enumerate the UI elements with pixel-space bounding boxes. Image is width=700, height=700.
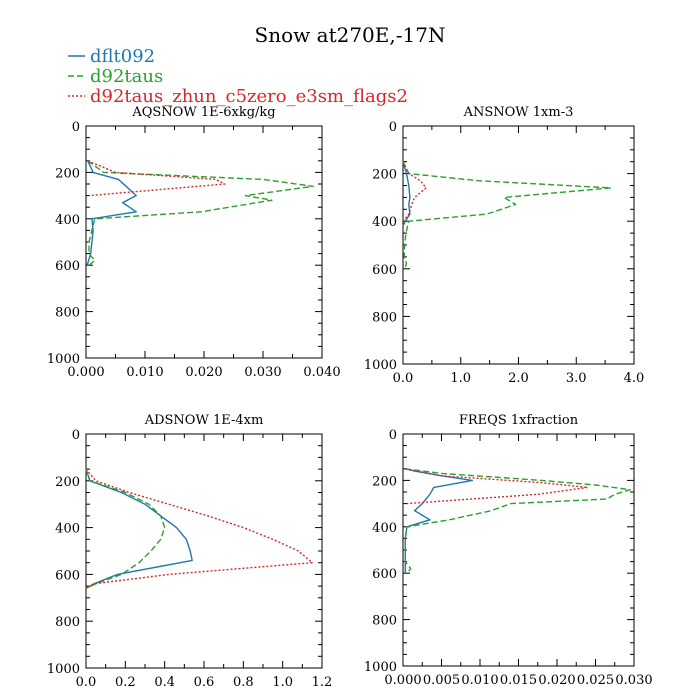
x-tick-label: 0.005: [423, 673, 460, 688]
x-tick-label: 0.8: [233, 675, 254, 690]
x-tick-label: 0.4: [154, 675, 175, 690]
x-tick-label: 0.6: [194, 675, 215, 690]
x-tick-label: 0.2: [115, 675, 136, 690]
x-tick-label: 0.020: [538, 673, 575, 688]
x-tick-label: 0.010: [461, 673, 498, 688]
legend-item: d92taus: [68, 66, 163, 87]
y-tick-label: 600: [55, 259, 80, 274]
panel-title: ADSNOW 1E-4xm: [144, 413, 264, 428]
y-tick-label: 400: [55, 522, 80, 537]
y-tick-label: 1000: [47, 662, 80, 677]
y-tick-label: 400: [372, 521, 397, 536]
x-tick-label: 0.000: [384, 673, 421, 688]
y-tick-label: 0: [389, 120, 397, 135]
x-tick-label: 0.015: [500, 673, 537, 688]
series-line-dflt092: [402, 161, 411, 227]
legend-label: dflt092: [90, 46, 155, 67]
y-tick-label: 600: [372, 263, 397, 278]
y-tick-label: 1000: [364, 358, 397, 373]
x-tick-label: 4.0: [624, 371, 645, 386]
x-tick-label: 0.0: [76, 675, 97, 690]
y-tick-label: 600: [55, 568, 80, 583]
y-tick-label: 0: [72, 428, 80, 443]
x-tick-label: 2.0: [508, 371, 529, 386]
series-line-d92taus: [85, 468, 166, 590]
y-tick-label: 1000: [364, 660, 397, 675]
y-tick-label: 800: [55, 615, 80, 630]
series-line-d92taus: [402, 161, 612, 270]
plot-frame: [402, 433, 635, 667]
y-tick-label: 800: [372, 614, 397, 629]
legend-item: d92taus_zhun_c5zero_e3sm_flags2: [68, 86, 408, 107]
y-tick-label: 0: [389, 428, 397, 443]
y-tick-label: 800: [372, 310, 397, 325]
y-tick-label: 200: [372, 168, 397, 183]
series-line-d92taus_zhun_c5zero_e3sm_flags2: [405, 468, 589, 505]
legend: dflt092d92tausd92taus_zhun_c5zero_e3sm_f…: [68, 46, 408, 107]
plot-frame: [85, 433, 323, 669]
x-tick-label: 0.0: [393, 371, 414, 386]
panel-title: AQSNOW 1E-6xkg/kg: [131, 105, 275, 120]
figure-title: Snow at270E,-17N: [255, 23, 446, 47]
panel-title: FREQS 1xfraction: [459, 413, 579, 428]
series-line-d92taus: [404, 468, 631, 574]
series-line-d92taus_zhun_c5zero_e3sm_flags2: [402, 161, 427, 222]
y-tick-label: 800: [55, 306, 80, 321]
panel-title: ANSNOW 1xm-3: [463, 105, 574, 120]
y-tick-label: 400: [372, 215, 397, 230]
plot-frame: [402, 125, 635, 365]
series-line-d92taus: [87, 160, 314, 266]
legend-label: d92taus_zhun_c5zero_e3sm_flags2: [90, 86, 408, 107]
x-tick-label: 0.010: [126, 365, 163, 380]
y-tick-label: 200: [55, 475, 80, 490]
legend-label: d92taus: [90, 66, 163, 87]
x-tick-label: 1.0: [272, 675, 293, 690]
series-line-d92taus_zhun_c5zero_e3sm_flags2: [85, 468, 313, 590]
series-line-dflt092: [86, 160, 137, 266]
plot-frame: [85, 125, 323, 359]
series-line-dflt092: [404, 468, 473, 574]
x-tick-label: 0.040: [303, 365, 340, 380]
x-tick-label: 0.020: [185, 365, 222, 380]
y-tick-label: 200: [55, 166, 80, 181]
x-tick-label: 1.2: [312, 675, 333, 690]
x-tick-label: 0.000: [67, 365, 104, 380]
y-tick-label: 600: [372, 567, 397, 582]
x-tick-label: 0.030: [244, 365, 281, 380]
x-tick-label: 0.025: [577, 673, 614, 688]
x-tick-label: 3.0: [566, 371, 587, 386]
legend-item: dflt092: [68, 46, 155, 67]
series-line-d92taus_zhun_c5zero_e3sm_flags2: [87, 160, 226, 197]
x-tick-label: 1.0: [450, 371, 471, 386]
y-tick-label: 200: [372, 474, 397, 489]
y-tick-label: 1000: [47, 352, 80, 367]
y-tick-label: 0: [72, 120, 80, 135]
x-tick-label: 0.030: [615, 673, 652, 688]
series-line-dflt092: [85, 468, 193, 590]
y-tick-label: 400: [55, 213, 80, 228]
